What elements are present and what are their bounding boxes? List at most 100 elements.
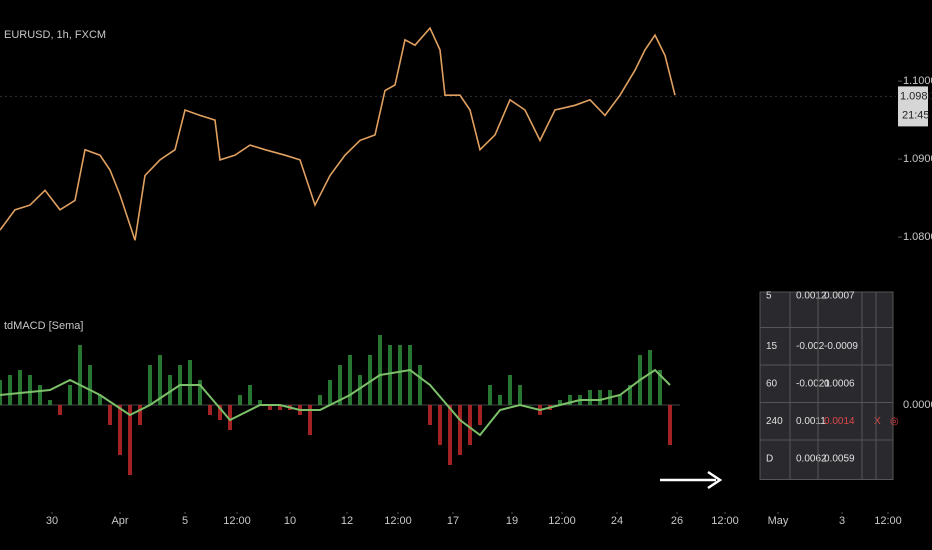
table-cell: D xyxy=(766,453,773,464)
histogram-bar xyxy=(668,405,672,445)
x-tick-label: 5 xyxy=(182,515,188,527)
histogram-bar xyxy=(658,370,662,405)
macd-title: tdMACD [Sema] xyxy=(4,320,83,332)
x-tick-label: May xyxy=(768,515,789,527)
histogram-bar xyxy=(518,385,522,405)
histogram-bar xyxy=(98,395,102,405)
histogram-bar xyxy=(458,405,462,455)
x-tick-label: 30 xyxy=(46,515,58,527)
histogram-bar xyxy=(198,380,202,405)
histogram-bar xyxy=(238,395,242,405)
histogram-bar xyxy=(418,365,422,405)
histogram-bar xyxy=(58,405,62,415)
histogram-bar xyxy=(568,395,572,405)
histogram-bar xyxy=(228,405,232,430)
table-cell: 0.0059 xyxy=(824,453,855,464)
table-cell: 240 xyxy=(766,416,783,427)
price-title: EURUSD, 1h, FXCM xyxy=(4,29,106,41)
y-tick-label: 1.09000 xyxy=(903,153,932,165)
histogram-bar xyxy=(88,365,92,405)
histogram-bar xyxy=(498,395,502,405)
table-cell: 15 xyxy=(766,341,778,352)
histogram-bar xyxy=(528,405,532,406)
histogram-bar xyxy=(248,385,252,405)
table-cell: 0.0014 xyxy=(824,416,855,427)
histogram-bar xyxy=(278,405,282,410)
table-cell: 0.0007 xyxy=(824,291,855,302)
histogram-bar xyxy=(318,395,322,405)
histogram-bar xyxy=(588,390,592,405)
histogram-bar xyxy=(628,385,632,405)
histogram-bar xyxy=(268,405,272,410)
histogram-bar xyxy=(78,345,82,405)
x-tick-label: 24 xyxy=(611,515,623,527)
histogram-bar xyxy=(348,355,352,405)
histogram-bar xyxy=(408,345,412,405)
x-tick-label: 12 xyxy=(341,515,353,527)
histogram-bar xyxy=(428,405,432,425)
histogram-bar xyxy=(28,375,32,405)
signal-line xyxy=(0,368,671,437)
histogram-bar xyxy=(138,405,142,425)
histogram-bar xyxy=(438,405,442,445)
table-cell: ◎ xyxy=(890,416,899,427)
last-price-box xyxy=(898,86,928,127)
histogram-bar xyxy=(38,385,42,405)
x-tick-label: 12:00 xyxy=(711,515,739,527)
histogram-bar xyxy=(338,365,342,405)
histogram-bar xyxy=(158,355,162,405)
table-cell: -0.0009 xyxy=(824,341,858,352)
x-tick-label: 26 xyxy=(671,515,683,527)
histogram-bar xyxy=(508,375,512,405)
histogram-bar xyxy=(8,375,12,405)
table-cell: 0.0011 xyxy=(796,416,826,427)
histogram-bar xyxy=(128,405,132,475)
y-tick-label: 1.10000 xyxy=(903,75,932,87)
x-tick-label: 12:00 xyxy=(548,515,576,527)
x-tick-label: 19 xyxy=(506,515,518,527)
histogram-bar xyxy=(488,385,492,405)
histogram-bar xyxy=(468,405,472,445)
table-cell: 0.0006 xyxy=(824,378,855,389)
histogram-bar xyxy=(368,355,372,405)
histogram-bar xyxy=(118,405,122,455)
table-bg xyxy=(759,291,894,480)
x-tick-label: 12:00 xyxy=(223,515,251,527)
histogram-bar xyxy=(648,350,652,405)
histogram-bar xyxy=(218,405,222,420)
table-cell: -0.002 xyxy=(796,341,825,352)
histogram-bar xyxy=(598,390,602,405)
arrow-head xyxy=(707,470,723,490)
last-price-label: 1.09804 xyxy=(900,90,932,102)
histogram-bar xyxy=(0,380,2,405)
price-line xyxy=(0,26,676,241)
last-time-label: 21:45 xyxy=(902,109,930,121)
histogram-bar xyxy=(208,405,212,415)
table-cell: -0.0021 xyxy=(796,378,830,389)
histogram-bar xyxy=(478,405,482,425)
histogram-bar xyxy=(378,335,382,405)
histogram-bar xyxy=(18,370,22,405)
histogram-bar xyxy=(448,405,452,465)
histogram-bar xyxy=(308,405,312,435)
histogram-bar xyxy=(188,360,192,405)
histogram-bar xyxy=(388,345,392,405)
histogram-bar xyxy=(168,375,172,405)
y-tick-label: 0.00000 xyxy=(903,399,932,411)
table-cell: 60 xyxy=(766,378,778,389)
histogram-bar xyxy=(558,400,562,405)
histogram-bar xyxy=(618,395,622,405)
x-tick-label: Apr xyxy=(111,515,128,527)
table-cell: 0.0012 xyxy=(796,291,827,302)
table-cell: 5 xyxy=(766,291,772,302)
x-tick-label: 10 xyxy=(284,515,296,527)
histogram-bar xyxy=(398,345,402,405)
histogram-bar xyxy=(358,375,362,405)
x-tick-label: 12:00 xyxy=(874,515,902,527)
table-cell: 0.0062 xyxy=(796,453,827,464)
y-tick-label: 1.08000 xyxy=(903,231,932,243)
x-tick-label: 12:00 xyxy=(384,515,412,527)
histogram-bar xyxy=(108,405,112,425)
